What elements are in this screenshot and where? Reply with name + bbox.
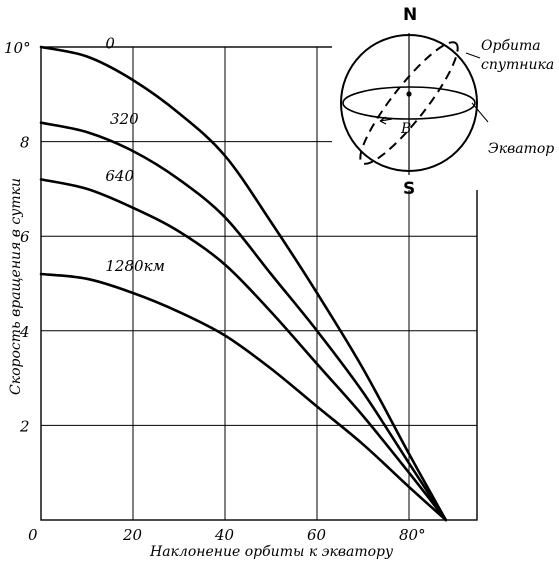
series-line-3 xyxy=(39,272,448,522)
series-line-1 xyxy=(39,121,448,522)
equator-pointer xyxy=(471,102,489,123)
series-line-2 xyxy=(39,178,448,522)
curves xyxy=(39,45,448,522)
equator-label: Экватор xyxy=(488,141,554,157)
y-tick-label: 10° xyxy=(4,39,31,57)
y-tick-label: 2 xyxy=(19,417,30,435)
globe-diagram: N S Орбита спутника Экватор B xyxy=(332,5,558,199)
plot-frame xyxy=(40,46,478,521)
y-tick-label: 4 xyxy=(19,323,30,341)
series-line-0 xyxy=(39,45,448,522)
series-label-2: 640 xyxy=(105,167,134,185)
y-tick-label: 6 xyxy=(20,228,30,246)
orbit-pointer xyxy=(465,52,481,59)
tick-labels: 0 20 40 60 80° 2 4 6 8 10° xyxy=(4,39,426,544)
x-axis-title: Наклонение орбиты к экватору xyxy=(149,544,394,560)
orbit-label-line2: спутника xyxy=(481,57,554,73)
series-label-0: 0 xyxy=(105,34,115,52)
x-tick-label: 20 xyxy=(122,526,143,544)
tick-label-origin: 0 xyxy=(28,526,38,544)
x-tick-label: 60 xyxy=(307,526,327,544)
series-labels: 0 320 640 1280км xyxy=(105,34,165,274)
globe-center-dot xyxy=(406,91,412,97)
orbit-label-line1: Орбита xyxy=(481,38,541,54)
node-label: B xyxy=(400,121,411,137)
x-tick-label: 80° xyxy=(399,526,426,544)
orbit-ellipse xyxy=(359,41,459,165)
y-axis-title: Скорость вращения в сутки xyxy=(8,178,24,395)
south-label: S xyxy=(403,179,415,199)
y-tick-label: 8 xyxy=(20,134,30,152)
series-label-1: 320 xyxy=(110,110,139,128)
node-arrow xyxy=(379,118,393,122)
north-label: N xyxy=(403,5,417,25)
series-label-3: 1280км xyxy=(105,257,165,275)
x-tick-label: 40 xyxy=(214,526,235,544)
